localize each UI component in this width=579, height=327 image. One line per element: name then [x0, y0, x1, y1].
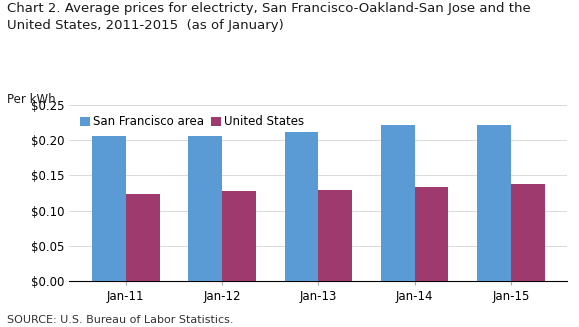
Bar — [415, 187, 449, 281]
Bar — [188, 136, 222, 281]
Bar — [285, 132, 318, 281]
Bar — [511, 184, 545, 281]
Bar — [381, 125, 415, 281]
Bar — [222, 191, 256, 281]
Text: SOURCE: U.S. Bureau of Labor Statistics.: SOURCE: U.S. Bureau of Labor Statistics. — [7, 315, 233, 325]
Text: Chart 2. Average prices for electricty, San Francisco-Oakland-San Jose and the
U: Chart 2. Average prices for electricty, … — [7, 2, 531, 32]
Bar — [477, 125, 511, 281]
Bar — [318, 190, 352, 281]
Legend: San Francisco area, United States: San Francisco area, United States — [75, 111, 309, 133]
Text: Per kWh: Per kWh — [7, 93, 56, 106]
Bar — [92, 136, 126, 281]
Bar — [126, 194, 160, 281]
